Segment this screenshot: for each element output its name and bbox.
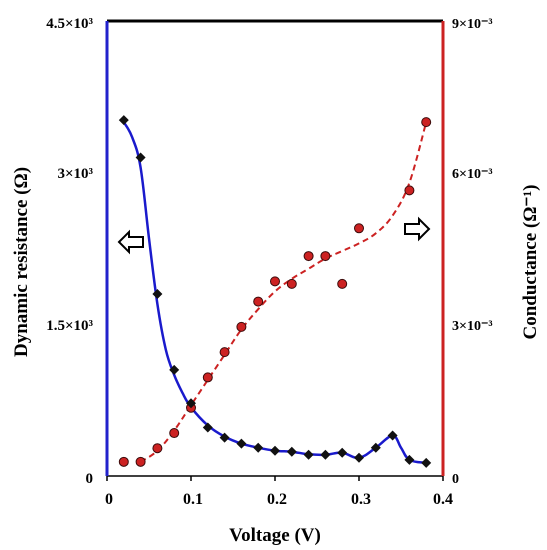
series-conductance-fit-line	[140, 121, 428, 463]
conductance-point	[169, 428, 180, 439]
conductance-point	[286, 278, 297, 289]
conductance-point	[270, 276, 280, 287]
conductance-point	[236, 321, 247, 332]
x-tick-label: 0.2	[267, 491, 287, 508]
resistance-point	[236, 438, 247, 449]
y-right-tick-label: 6×10⁻³	[452, 167, 493, 182]
series-conductance-fit-group	[140, 121, 428, 463]
y-left-axis-title: Dynamic resistance (Ω)	[11, 167, 32, 357]
y-right-axis-title: Conductance (Ω⁻¹)	[520, 185, 541, 340]
series-resistance-points	[118, 115, 432, 468]
resistance-point	[303, 449, 314, 460]
x-tick-label: 0	[105, 491, 113, 508]
resistance-point	[186, 398, 196, 409]
x-tick-label: 0.1	[183, 491, 203, 508]
conductance-point	[118, 456, 129, 467]
conductance-point	[320, 251, 331, 262]
y-right-tick-label: 0	[452, 472, 459, 487]
resistance-point	[404, 454, 415, 465]
x-tick-label: 0.4	[433, 491, 453, 508]
resistance-point	[135, 152, 146, 163]
resistance-point	[169, 364, 180, 375]
conductance-point	[202, 372, 213, 383]
resistance-point	[286, 446, 297, 457]
resistance-point	[387, 430, 398, 441]
y-right-tick-label: 3×10⁻³	[452, 319, 493, 334]
resistance-point	[354, 452, 364, 463]
resistance-point	[337, 447, 348, 458]
resistance-point	[270, 445, 280, 456]
conductance-point	[421, 117, 432, 128]
y-left-tick-label: 3×10³	[57, 166, 93, 182]
y-right-tick-label: 9×10⁻³	[452, 17, 493, 32]
conductance-point	[152, 443, 163, 454]
series-conductance-points	[118, 117, 432, 467]
resistance-point	[421, 457, 432, 468]
resistance-point	[253, 442, 264, 453]
conductance-point	[253, 296, 264, 307]
conductance-point	[135, 456, 146, 467]
series-resistance-fit-group	[122, 121, 427, 465]
x-tick-label: 0.3	[351, 491, 371, 508]
conductance-point	[404, 185, 415, 196]
series-resistance-fit-line	[122, 121, 427, 465]
right-axis-arrow-icon	[404, 216, 431, 242]
conductance-point	[303, 251, 314, 262]
resistance-point	[118, 115, 129, 126]
y-left-tick-label: 1.5×10³	[46, 318, 93, 334]
resistance-point	[219, 432, 230, 443]
left-axis-arrow-icon	[117, 229, 144, 255]
resistance-point	[320, 449, 331, 460]
y-left-tick-label: 4.5×10³	[46, 16, 93, 32]
x-axis-title: Voltage (V)	[229, 525, 321, 546]
resistance-point	[202, 422, 213, 433]
resistance-point	[370, 442, 381, 453]
resistance-point	[152, 289, 163, 299]
conductance-point	[337, 278, 348, 289]
x-tick-marks	[106, 476, 444, 481]
y-left-tick-label: 0	[86, 471, 94, 487]
conductance-point	[354, 223, 364, 234]
conductance-point	[219, 347, 230, 358]
